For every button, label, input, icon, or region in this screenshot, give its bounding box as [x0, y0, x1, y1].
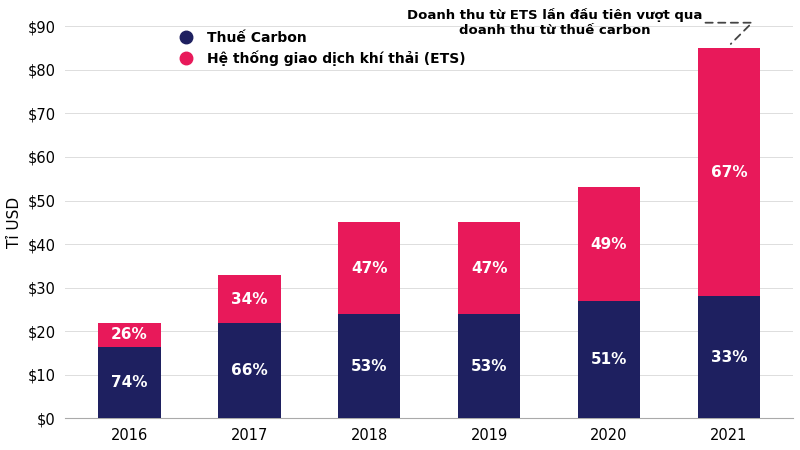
- Bar: [98, 323, 161, 347]
- Text: 66%: 66%: [231, 364, 268, 378]
- Text: 51%: 51%: [590, 352, 627, 367]
- Text: 53%: 53%: [471, 359, 507, 374]
- Text: 34%: 34%: [231, 292, 268, 306]
- Text: 47%: 47%: [471, 261, 507, 276]
- Text: 33%: 33%: [710, 350, 747, 365]
- Legend: Thuế Carbon, Hệ thống giao dịch khí thải (ETS): Thuế Carbon, Hệ thống giao dịch khí thải…: [167, 25, 471, 72]
- Bar: [218, 324, 281, 419]
- Text: 26%: 26%: [111, 328, 148, 342]
- Bar: [698, 296, 760, 418]
- Text: 49%: 49%: [590, 237, 627, 252]
- Text: Doanh thu từ ETS lần đầu tiên vượt qua
doanh thu từ thuế carbon: Doanh thu từ ETS lần đầu tiên vượt qua d…: [407, 8, 752, 44]
- Bar: [218, 274, 281, 324]
- Text: 67%: 67%: [710, 165, 747, 180]
- Bar: [578, 188, 640, 301]
- Y-axis label: Tỉ USD: Tỉ USD: [7, 197, 22, 248]
- Text: 47%: 47%: [351, 261, 387, 276]
- Bar: [338, 315, 401, 418]
- Text: 53%: 53%: [351, 359, 387, 374]
- Bar: [458, 222, 520, 315]
- Bar: [578, 301, 640, 418]
- Text: 74%: 74%: [111, 375, 148, 391]
- Bar: [698, 48, 760, 296]
- Bar: [458, 315, 520, 418]
- Bar: [98, 347, 161, 419]
- Bar: [338, 222, 401, 315]
